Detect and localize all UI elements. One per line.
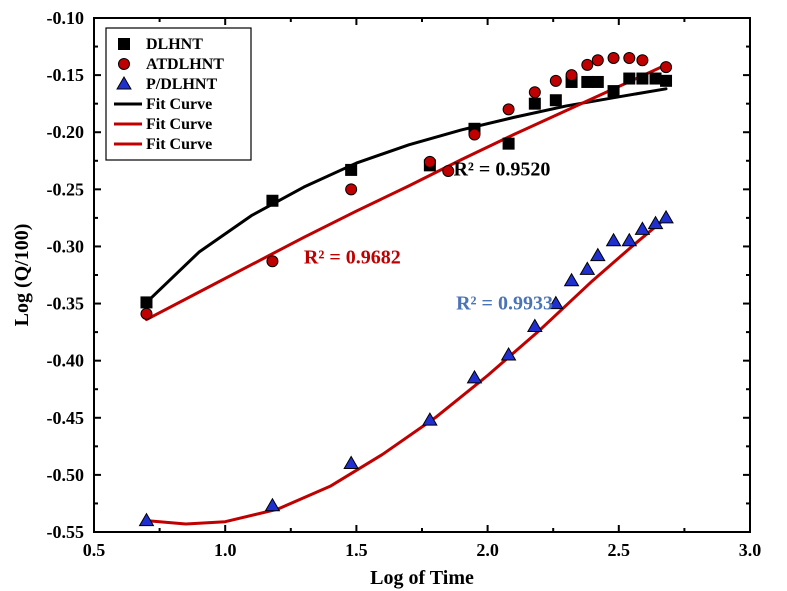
point-DLHNT (661, 75, 672, 86)
point-ATDLHNT (424, 156, 435, 167)
y-tick-label: -0.10 (47, 8, 85, 28)
point-ATDLHNT (443, 166, 454, 177)
x-tick-label: 1.0 (214, 540, 237, 560)
legend-marker (119, 39, 130, 50)
y-tick-label: -0.55 (47, 522, 85, 542)
annotation-r2_dlhnt: R² = 0.9520 (453, 159, 550, 181)
point-ATDLHNT (469, 129, 480, 140)
y-tick-label: -0.35 (47, 294, 85, 314)
point-DLHNT (529, 98, 540, 109)
x-tick-label: 2.0 (476, 540, 499, 560)
y-tick-label: -0.50 (47, 465, 85, 485)
x-tick-label: 2.5 (608, 540, 631, 560)
x-tick-label: 0.5 (83, 540, 106, 560)
y-tick-label: -0.15 (47, 65, 85, 85)
point-ATDLHNT (529, 87, 540, 98)
point-DLHNT (624, 73, 635, 84)
legend-marker (119, 59, 130, 70)
annotation-r2_pdlhnt: R² = 0.9933 (456, 292, 553, 314)
y-tick-label: -0.45 (47, 408, 85, 428)
point-DLHNT (582, 76, 593, 87)
legend-label: P/DLHNT (146, 76, 217, 93)
point-ATDLHNT (592, 55, 603, 66)
y-tick-label: -0.25 (47, 179, 85, 199)
point-DLHNT (141, 297, 152, 308)
legend-label: Fit Curve (146, 136, 212, 153)
x-axis-label: Log of Time (370, 567, 474, 589)
point-ATDLHNT (566, 70, 577, 81)
chart-svg: 0.5 1.0 1.5 2.0 2.5 3.0 -0.55 -0.50 -0.45 -0.40 -0… (0, 0, 787, 591)
point-DLHNT (650, 73, 661, 84)
point-ATDLHNT (267, 256, 278, 267)
point-DLHNT (637, 73, 648, 84)
point-ATDLHNT (346, 184, 357, 195)
y-tick-label: -0.20 (47, 122, 85, 142)
point-DLHNT (550, 95, 561, 106)
annotation-r2_atdlhnt: R² = 0.9682 (304, 247, 401, 269)
point-ATDLHNT (141, 308, 152, 319)
point-ATDLHNT (637, 55, 648, 66)
point-DLHNT (503, 138, 514, 149)
y-tick-label: -0.30 (47, 236, 85, 256)
point-ATDLHNT (624, 52, 635, 63)
legend-label: ATDLHNT (146, 56, 224, 73)
point-DLHNT (608, 86, 619, 97)
point-DLHNT (346, 164, 357, 175)
legend-label: Fit Curve (146, 96, 212, 113)
scatter-fit-chart: 0.5 1.0 1.5 2.0 2.5 3.0 -0.55 -0.50 -0.45 -0.40 -0… (0, 0, 787, 591)
x-tick-label: 1.5 (345, 540, 368, 560)
point-DLHNT (267, 195, 278, 206)
y-axis-label: Log (Q/100) (11, 224, 33, 327)
point-ATDLHNT (661, 62, 672, 73)
x-tick-label: 3.0 (739, 540, 762, 560)
point-ATDLHNT (582, 59, 593, 70)
point-ATDLHNT (608, 52, 619, 63)
legend-label: DLHNT (146, 36, 203, 53)
legend-label: Fit Curve (146, 116, 212, 133)
point-ATDLHNT (503, 104, 514, 115)
point-ATDLHNT (550, 75, 561, 86)
point-DLHNT (592, 76, 603, 87)
y-tick-label: -0.40 (47, 351, 85, 371)
